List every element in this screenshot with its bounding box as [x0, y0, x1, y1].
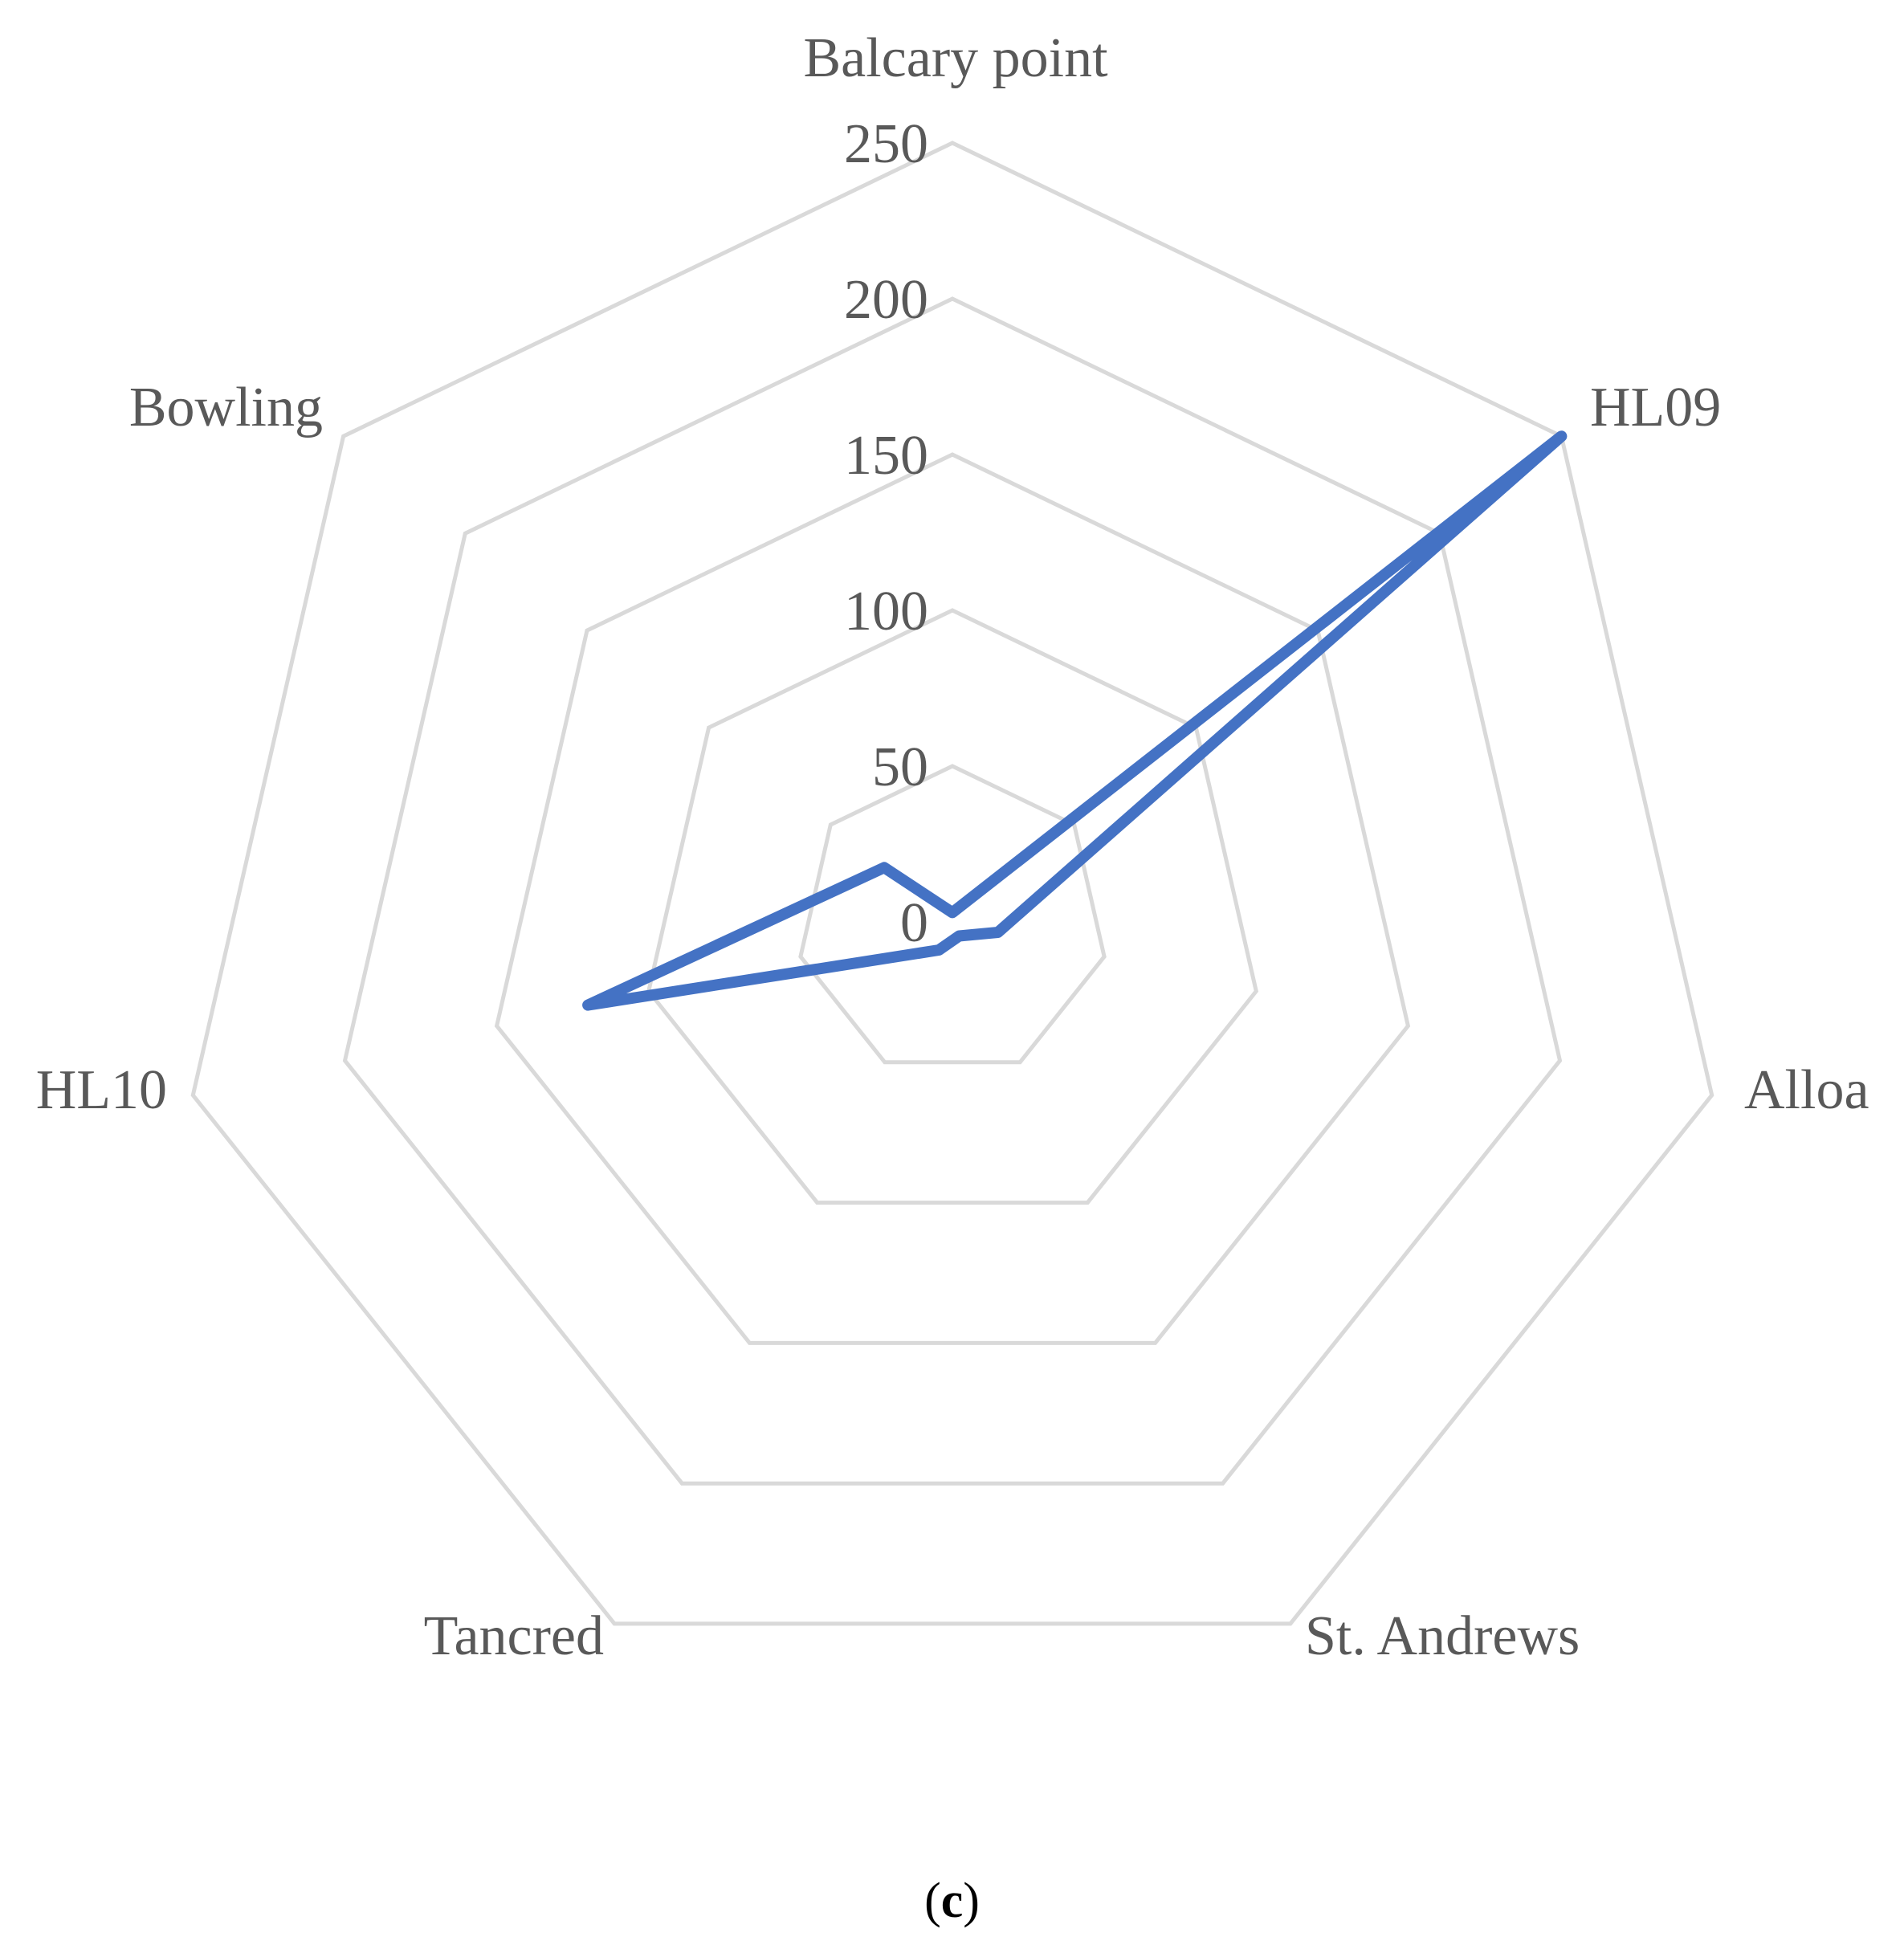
tick-label-250: 250 [844, 113, 928, 175]
tick-label-200: 200 [844, 269, 928, 331]
tick-label-0: 0 [900, 892, 928, 954]
grid-ring-150 [494, 452, 1411, 1345]
category-label-3: St. Andrews [1305, 1605, 1580, 1667]
panel-label: (c) [0, 1873, 1904, 1930]
grid-ring-250 [190, 141, 1714, 1626]
category-label-6: Bowling [129, 377, 323, 438]
category-label-5: HL10 [36, 1059, 167, 1121]
category-label-1: HL09 [1590, 377, 1721, 438]
grid-ring-200 [342, 296, 1563, 1486]
category-label-0: Balcary point [803, 27, 1108, 89]
panel-letter: c [940, 1874, 964, 1928]
panel-open-paren: ( [924, 1874, 941, 1928]
category-label-4: Tancred [424, 1605, 604, 1667]
tick-label-150: 150 [844, 425, 928, 487]
grid-ring-100 [646, 608, 1259, 1205]
tick-label-100: 100 [844, 581, 928, 642]
tick-label-50: 50 [872, 736, 928, 798]
grid-ring-50 [798, 764, 1107, 1065]
series-line-0 [582, 430, 1568, 1011]
category-label-2: Alloa [1744, 1059, 1869, 1121]
panel-close-paren: ) [963, 1874, 980, 1928]
category-labels: Balcary point HL09 Alloa St. Andrews Tancred… [36, 27, 1869, 1667]
series-layer [582, 430, 1568, 1011]
radar-grid [190, 141, 1714, 1626]
radial-tick-labels: 0 50 100 150 200 250 [844, 113, 928, 954]
